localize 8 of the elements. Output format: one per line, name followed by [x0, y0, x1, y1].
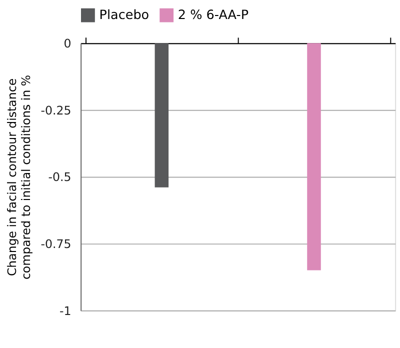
y-tick-label: -0.5 — [48, 170, 72, 184]
y-tick-label: -0.25 — [40, 103, 72, 118]
y-axis-title: Change in facial contour distance compared to initial conditions in % — [5, 74, 33, 280]
legend-label: 2 % 6-AA-P — [178, 8, 249, 24]
y-tick-label: -1 — [60, 304, 72, 318]
y-tick-label: -0.75 — [40, 236, 72, 251]
legend-label: Placebo — [99, 8, 150, 24]
y-tick-label: 0 — [64, 36, 72, 51]
